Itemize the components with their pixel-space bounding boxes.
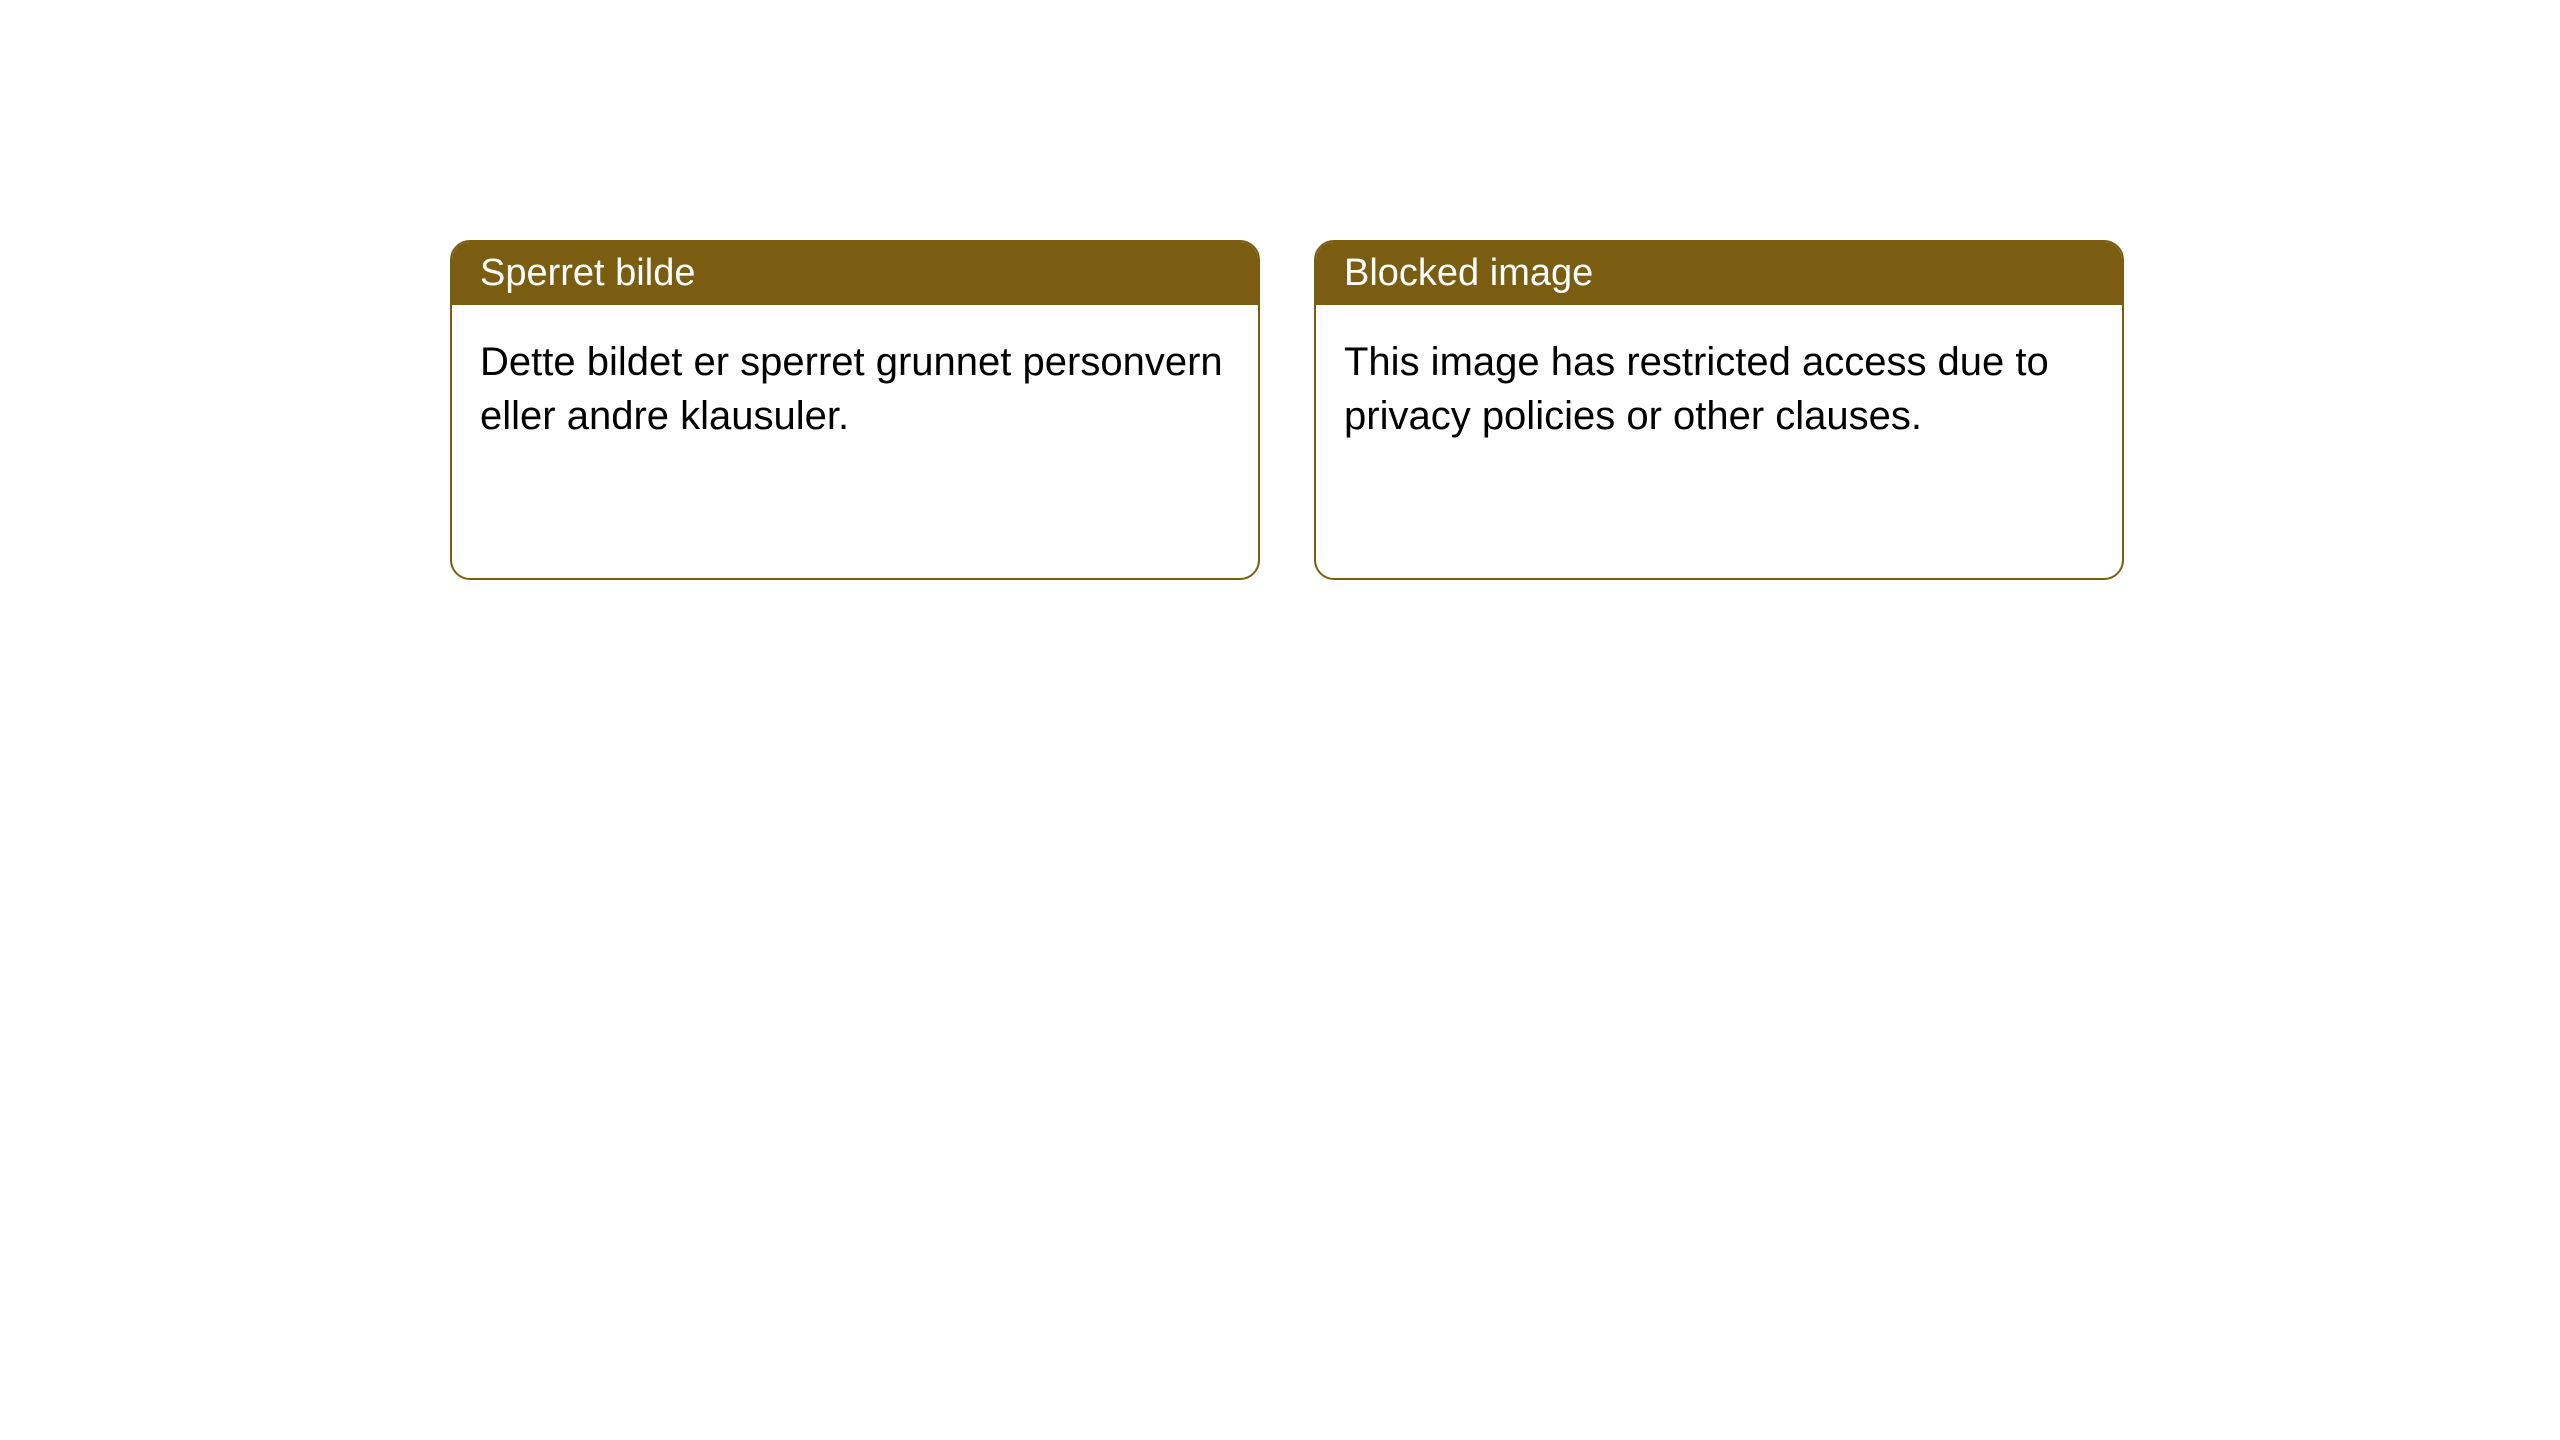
- card-header-en: Blocked image: [1316, 242, 2122, 305]
- card-title-en: Blocked image: [1344, 252, 1593, 294]
- blocked-image-cards-container: Sperret bilde Dette bildet er sperret gr…: [450, 240, 2560, 580]
- card-message-en: This image has restricted access due to …: [1344, 340, 2049, 438]
- card-message-no: Dette bildet er sperret grunnet personve…: [480, 340, 1223, 438]
- card-title-no: Sperret bilde: [480, 252, 695, 294]
- card-body-no: Dette bildet er sperret grunnet personve…: [452, 305, 1258, 473]
- card-header-no: Sperret bilde: [452, 242, 1258, 305]
- blocked-image-card-en: Blocked image This image has restricted …: [1314, 240, 2124, 580]
- card-body-en: This image has restricted access due to …: [1316, 305, 2122, 473]
- blocked-image-card-no: Sperret bilde Dette bildet er sperret gr…: [450, 240, 1260, 580]
